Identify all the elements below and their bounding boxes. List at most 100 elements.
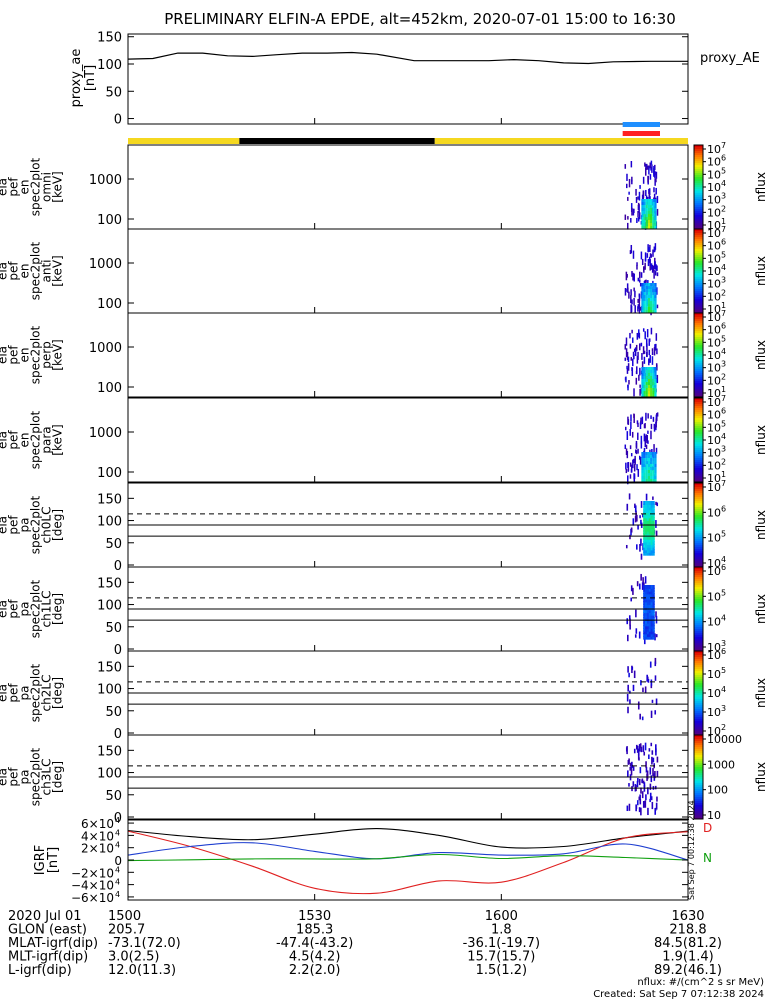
colorbar-segment [694,569,703,572]
spectrogram-pixel [626,283,629,289]
pitch-pixel [636,745,639,753]
colorbar-segment [694,339,703,342]
colorbar-tick-exponent: 7 [721,225,726,234]
colorbar-segment [694,383,703,386]
spectrogram-pixel [645,373,648,376]
spectrogram-pixel [641,394,644,397]
colorbar-segment [694,395,703,398]
spectrogram-pixel [628,380,630,385]
pitch-pixel [639,794,641,800]
spectrogram-pixel [652,452,655,455]
pitch-pixel [652,533,655,537]
pitch-pixel [652,509,655,513]
colorbar-segment [694,468,703,471]
x-row-value: 1600 [485,909,518,924]
day-night-bar-segment [239,138,435,144]
colorbar-segment [694,365,703,368]
pitch-pixel [643,617,646,621]
colorbar-segment [694,227,703,230]
colorbar-segment [694,659,703,662]
spectrogram-pixel [650,211,653,214]
colorbar-tick-label: 10 [707,303,721,316]
spectrogram-pixel [652,373,655,376]
pitch-pixel [645,633,648,637]
spectrogram-pixel [629,343,632,349]
y-tick-label: 0 [114,643,122,658]
colorbar-segment [694,319,703,322]
pitch-pixel [648,503,651,508]
spectrogram-pixel [645,458,648,461]
colorbar-segment [694,797,703,800]
pitch-pixel [643,585,646,589]
pitch-pixel [643,614,646,619]
colorbar-segment [694,651,703,654]
ylabel-line: spec2plot [29,157,43,216]
spectrogram-pixel [643,382,646,385]
pitch-pixel [656,770,659,777]
pitch-pixel [648,517,651,521]
colorbar-segment [694,811,703,814]
pitch-pixel [630,597,633,602]
pitch-pixel [644,800,647,808]
x-row-value: 2.2(2.0) [289,963,341,978]
spectrogram-pixel [624,288,627,296]
spectrogram-pixel [625,337,628,346]
colorbar-segment [694,579,703,582]
spectrogram-pixel [645,470,648,473]
pitch-pixel [645,766,648,773]
ylabel-line: en [18,264,32,279]
spectrogram-pixel [650,473,653,476]
spectrogram-pixel [656,287,658,295]
colorbar-segment [694,661,703,664]
spectrogram-pixel [631,299,633,305]
colorbar-tick-label: 10 [707,459,721,472]
spectrogram-pixel [645,479,648,482]
spectrogram-pixel [652,283,655,286]
pitch-pixel [640,573,642,581]
colorbar-tick-label: 1000 [707,758,735,771]
spectrogram-pixel [648,191,651,199]
pitch-pixel [637,777,639,783]
pitch-pixel [652,501,655,505]
colorbar-segment [694,637,703,640]
colorbar-segment [694,779,703,782]
spectrogram-pixel [645,205,648,208]
spectrogram-pixel [650,391,653,394]
spectrogram-pixel [627,196,629,201]
spectrogram-pixel [654,248,656,252]
pitch-pixel [635,609,637,618]
ylabel-line: spec2plot [29,410,43,469]
pitch-pixel [646,770,649,776]
y-tick-label: 150 [97,576,122,591]
colorbar-tick-label: 10 [707,194,721,207]
spectrogram-pixel [632,272,634,281]
colorbar-segment [694,667,703,670]
colorbar-tick-exponent: 2 [721,288,726,297]
spectrogram-pixel [648,166,650,175]
pitch-pixel [646,511,650,516]
spectrogram-pixel [646,434,649,443]
colorbar-segment [694,147,703,150]
spectrogram-pixel [641,464,644,467]
colorbar-tick-exponent: 6 [721,563,726,572]
colorbar-segment [694,243,703,246]
spectrogram-pixel [630,304,632,314]
spectrogram-pixel [627,216,629,220]
spectrogram-pixel [647,470,651,473]
spectrogram-pixel [646,165,649,170]
colorbar-segment [694,681,703,684]
spectrogram-pixel [650,223,653,226]
colorbar-segment [694,424,703,427]
pitch-pixel [627,770,629,777]
spectrogram-pixel [643,205,646,208]
spectrogram-pixel [637,210,639,218]
colorbar-tick-exponent: 2 [721,723,726,732]
spectrogram-pixel [650,415,652,419]
ylabel-line: pa [18,602,32,617]
colorbar-segment [694,335,703,338]
colorbar-tick-label: 10 [707,481,721,494]
colorbar-tick-label: 10 [707,168,721,181]
spectrogram-pixel [643,473,646,476]
